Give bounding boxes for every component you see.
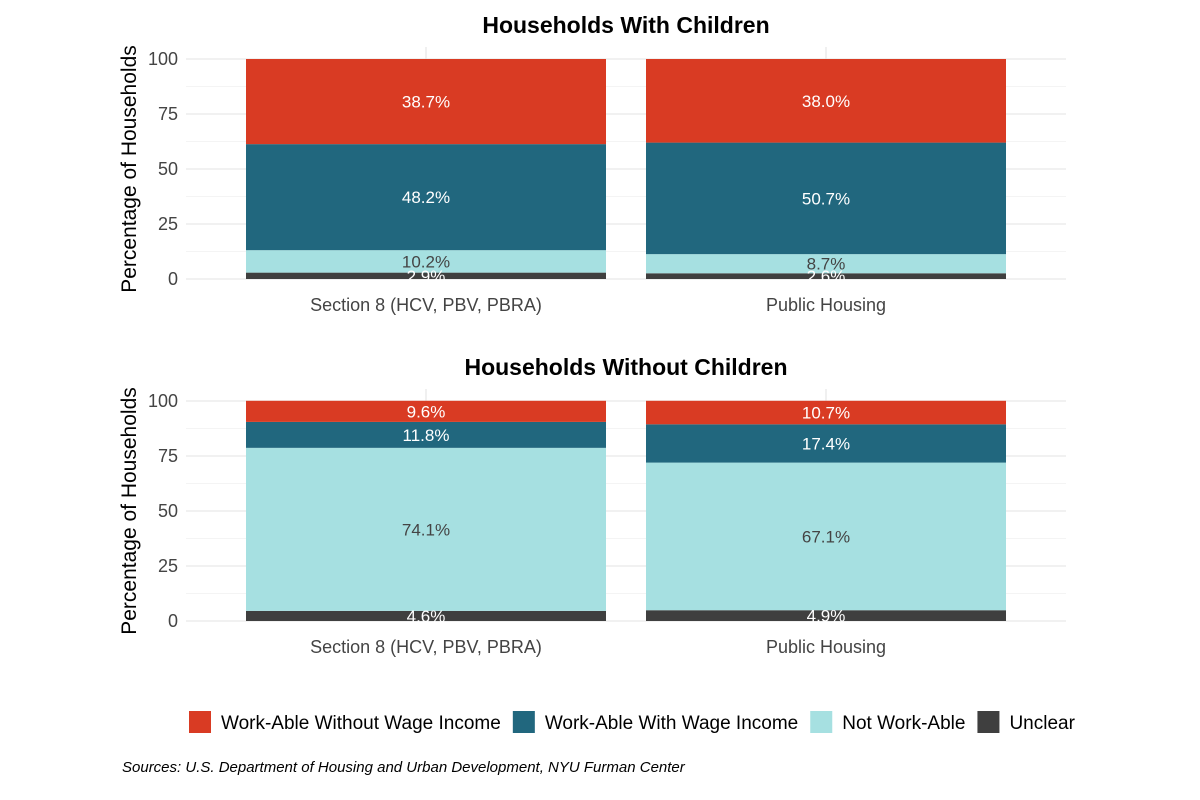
- value-labels: 2.9%10.2% 48.2% 38.7% 2.6%8.7% 50.7% 38.0%: [402, 92, 850, 286]
- value-label-work-able-with-wage-income: 11.8%: [403, 426, 450, 445]
- y-tick-label: 100: [148, 391, 178, 411]
- y-tick-label: 50: [158, 159, 178, 179]
- bar-segment-work-able-without-wage-income: [246, 59, 606, 145]
- legend-swatch: [810, 711, 833, 733]
- x-tick-label: Public Housing: [766, 295, 886, 315]
- bar-segment-unclear: [246, 610, 606, 621]
- legend-swatch: [512, 711, 535, 733]
- legend-item-not-work-able: Not Work-Able: [810, 711, 965, 734]
- value-label-work-able-without-wage-income: 38.7%: [402, 93, 450, 112]
- bars: [246, 400, 1006, 621]
- value-label-unclear: 4.9%: [807, 607, 846, 626]
- y-tick-label: 100: [148, 49, 178, 69]
- panel-households-with-children: Households With Children Percentage of H…: [118, 12, 1066, 315]
- x-tick-label: Public Housing: [766, 637, 886, 657]
- value-label-unclear: 4.6%: [407, 607, 446, 626]
- bar-segment-work-able-without-wage-income: [646, 59, 1006, 143]
- x-tick-labels: Section 8 (HCV, PBV, PBRA) Public Housing: [310, 637, 886, 657]
- panel-title: Households Without Children: [464, 354, 787, 380]
- value-label-unclear: 2.9%: [407, 267, 446, 286]
- bar-segment-not-work-able: [246, 447, 606, 611]
- y-tick-labels: 0 25 50 75 100: [148, 391, 178, 631]
- legend-swatch: [977, 711, 1000, 733]
- y-tick-label: 75: [158, 446, 178, 466]
- legend-label: Unclear: [1009, 713, 1075, 734]
- value-label-work-able-without-wage-income: 10.7%: [802, 404, 850, 423]
- legend-item-unclear: Unclear: [977, 711, 1076, 734]
- legend-label: Not Work-Able: [842, 713, 965, 734]
- panel-households-without-children: Households Without Children Percentage o…: [118, 354, 1066, 657]
- bar-segment-work-able-with-wage-income: [646, 424, 1006, 463]
- value-label-work-able-with-wage-income: 17.4%: [802, 434, 850, 453]
- y-tick-label: 0: [168, 269, 178, 289]
- legend-item-work-able-without-wage-income: Work-Able Without Wage Income: [189, 711, 501, 734]
- bar-segment-unclear: [646, 273, 1006, 279]
- legend: Work-Able Without Wage Income Work-Able W…: [189, 711, 1076, 734]
- bar-segment-work-able-without-wage-income: [646, 400, 1006, 425]
- x-tick-label: Section 8 (HCV, PBV, PBRA): [310, 295, 542, 315]
- bar-segment-work-able-without-wage-income: [246, 400, 606, 422]
- value-label-not-work-able: 74.1%: [402, 520, 450, 539]
- legend-label: Work-Able With Wage Income: [545, 713, 798, 734]
- bar-segment-unclear: [646, 610, 1006, 621]
- y-tick-label: 75: [158, 104, 178, 124]
- value-label-work-able-without-wage-income: 38.0%: [802, 92, 850, 111]
- y-axis-label: Percentage of Households: [118, 45, 141, 293]
- panel-title: Households With Children: [482, 12, 769, 38]
- y-tick-label: 0: [168, 611, 178, 631]
- x-tick-label: Section 8 (HCV, PBV, PBRA): [310, 637, 542, 657]
- legend-label: Work-Able Without Wage Income: [221, 713, 501, 734]
- legend-swatch: [189, 711, 211, 733]
- value-label-work-able-with-wage-income: 48.2%: [402, 188, 450, 207]
- y-tick-label: 50: [158, 501, 178, 521]
- y-axis-label: Percentage of Households: [118, 387, 141, 635]
- y-tick-labels: 0 25 50 75 100: [148, 49, 178, 289]
- bar-segment-unclear: [246, 272, 606, 279]
- bar-segment-work-able-with-wage-income: [246, 144, 606, 251]
- bar-segment-not-work-able: [646, 462, 1006, 611]
- value-label-not-work-able: 67.1%: [802, 527, 850, 546]
- value-label-work-able-without-wage-income: 9.6%: [407, 402, 446, 421]
- bar-segment-work-able-with-wage-income: [646, 142, 1006, 255]
- bar-segment-not-work-able: [246, 250, 606, 273]
- value-label-not-work-able: 10.2%: [402, 252, 450, 271]
- legend-item-work-able-with-wage-income: Work-Able With Wage Income: [512, 711, 798, 734]
- value-label-not-work-able: 8.7%: [807, 255, 846, 274]
- bar-segment-not-work-able: [646, 254, 1006, 274]
- source-note: Sources: U.S. Department of Housing and …: [122, 759, 686, 776]
- bars: [246, 59, 1006, 279]
- y-tick-label: 25: [158, 214, 178, 234]
- value-label-work-able-with-wage-income: 50.7%: [802, 189, 850, 208]
- value-labels: 4.6% 74.1% 11.8% 9.6% 4.9% 67.1% 17.4% 10.7%: [402, 402, 850, 626]
- x-tick-labels: Section 8 (HCV, PBV, PBRA) Public Housing: [310, 295, 886, 315]
- y-tick-label: 25: [158, 556, 178, 576]
- value-label-unclear: 2.6%: [807, 267, 846, 286]
- bar-segment-work-able-with-wage-income: [246, 421, 606, 448]
